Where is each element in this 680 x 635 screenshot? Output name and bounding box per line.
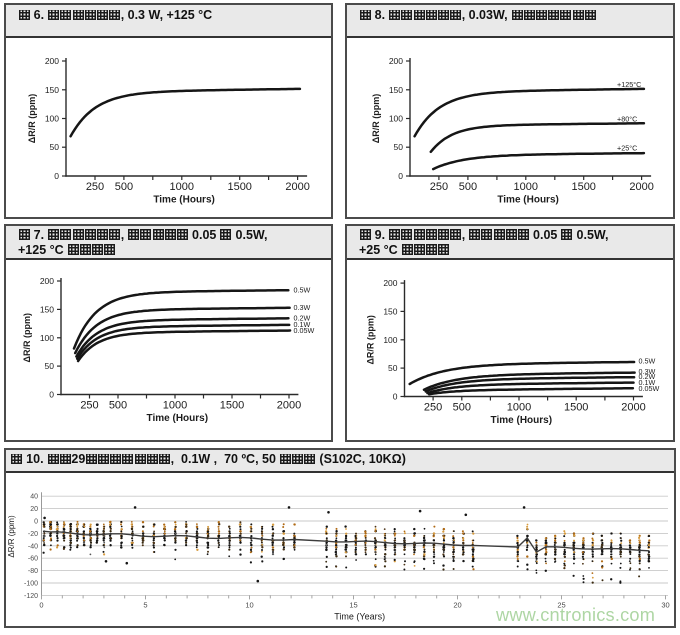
svg-text:ΔR/R (ppm): ΔR/R (ppm): [7, 515, 16, 558]
svg-text:500: 500: [459, 181, 477, 193]
svg-text:200: 200: [45, 56, 59, 66]
svg-text:Time (Hours): Time (Hours): [497, 195, 559, 206]
svg-text:40: 40: [30, 494, 38, 501]
svg-text:500: 500: [109, 400, 127, 412]
svg-text:0.3W: 0.3W: [639, 367, 656, 376]
svg-text:Time (Hours): Time (Hours): [147, 413, 209, 424]
svg-text:1000: 1000: [507, 402, 531, 414]
svg-text:1500: 1500: [571, 181, 595, 193]
svg-text:0: 0: [54, 171, 59, 181]
svg-text:150: 150: [389, 85, 403, 95]
svg-text:1000: 1000: [514, 181, 538, 193]
svg-text:-20: -20: [28, 531, 38, 538]
svg-text:20: 20: [453, 600, 461, 609]
svg-text:50: 50: [45, 361, 55, 371]
svg-text:+125°C: +125°C: [617, 80, 641, 89]
svg-text:250: 250: [424, 402, 442, 414]
svg-text:250: 250: [80, 400, 98, 412]
svg-text:100: 100: [389, 114, 403, 124]
svg-text:20: 20: [30, 506, 38, 513]
svg-text:2000: 2000: [621, 402, 645, 414]
svg-text:100: 100: [383, 335, 397, 345]
svg-text:0.05W: 0.05W: [294, 326, 315, 335]
svg-text:50: 50: [394, 142, 404, 152]
svg-text:200: 200: [389, 56, 403, 66]
svg-text:1000: 1000: [170, 181, 194, 193]
svg-text:100: 100: [40, 333, 54, 343]
svg-text:0: 0: [34, 519, 38, 526]
svg-text:200: 200: [383, 278, 397, 288]
svg-text:200: 200: [40, 276, 54, 286]
svg-text:30: 30: [661, 600, 669, 609]
svg-text:-80: -80: [28, 568, 38, 575]
svg-text:50: 50: [388, 363, 398, 373]
svg-text:-120: -120: [24, 593, 38, 600]
svg-text:0.1W: 0.1W: [294, 320, 311, 329]
svg-text:500: 500: [453, 402, 471, 414]
svg-text:150: 150: [40, 304, 54, 314]
svg-text:1500: 1500: [564, 402, 588, 414]
svg-text:50: 50: [50, 142, 60, 152]
svg-text:ΔR/R (ppm): ΔR/R (ppm): [27, 94, 37, 143]
svg-text:0.2W: 0.2W: [294, 314, 311, 323]
svg-text:ΔR/R (ppm): ΔR/R (ppm): [22, 313, 32, 362]
svg-text:Time (Hours): Time (Hours): [491, 415, 553, 426]
svg-text:250: 250: [86, 181, 104, 193]
svg-text:2000: 2000: [629, 181, 653, 193]
svg-text:1000: 1000: [163, 400, 187, 412]
svg-text:+25°C: +25°C: [617, 144, 637, 153]
svg-text:150: 150: [383, 306, 397, 316]
svg-text:1500: 1500: [227, 181, 251, 193]
svg-text:2000: 2000: [285, 181, 309, 193]
svg-text:1500: 1500: [220, 400, 244, 412]
svg-text:5: 5: [143, 600, 147, 609]
svg-text:0: 0: [39, 600, 43, 609]
svg-text:150: 150: [45, 85, 59, 95]
svg-text:-60: -60: [28, 556, 38, 563]
svg-text:+80°C: +80°C: [617, 115, 637, 124]
svg-text:0.3W: 0.3W: [294, 303, 311, 312]
svg-text:-100: -100: [24, 581, 38, 588]
svg-text:0: 0: [398, 171, 403, 181]
svg-text:0: 0: [49, 390, 54, 400]
svg-text:Time (Years): Time (Years): [334, 611, 385, 621]
svg-text:ΔR/R (ppm): ΔR/R (ppm): [371, 94, 381, 143]
svg-text:10: 10: [245, 600, 253, 609]
svg-text:25: 25: [557, 600, 565, 609]
svg-text:500: 500: [115, 181, 133, 193]
svg-text:Time (Hours): Time (Hours): [153, 195, 215, 206]
svg-text:100: 100: [45, 114, 59, 124]
svg-text:15: 15: [349, 600, 357, 609]
svg-text:2000: 2000: [277, 400, 301, 412]
svg-text:0.2W: 0.2W: [639, 372, 656, 381]
svg-text:0.05W: 0.05W: [639, 384, 660, 393]
svg-text:0.5W: 0.5W: [639, 357, 656, 366]
svg-text:ΔR/R (ppm): ΔR/R (ppm): [366, 315, 376, 364]
svg-text:0.5W: 0.5W: [294, 286, 311, 295]
svg-text:-40: -40: [28, 543, 38, 550]
svg-text:0: 0: [393, 392, 398, 402]
svg-text:0.1W: 0.1W: [639, 378, 656, 387]
svg-text:250: 250: [430, 181, 448, 193]
